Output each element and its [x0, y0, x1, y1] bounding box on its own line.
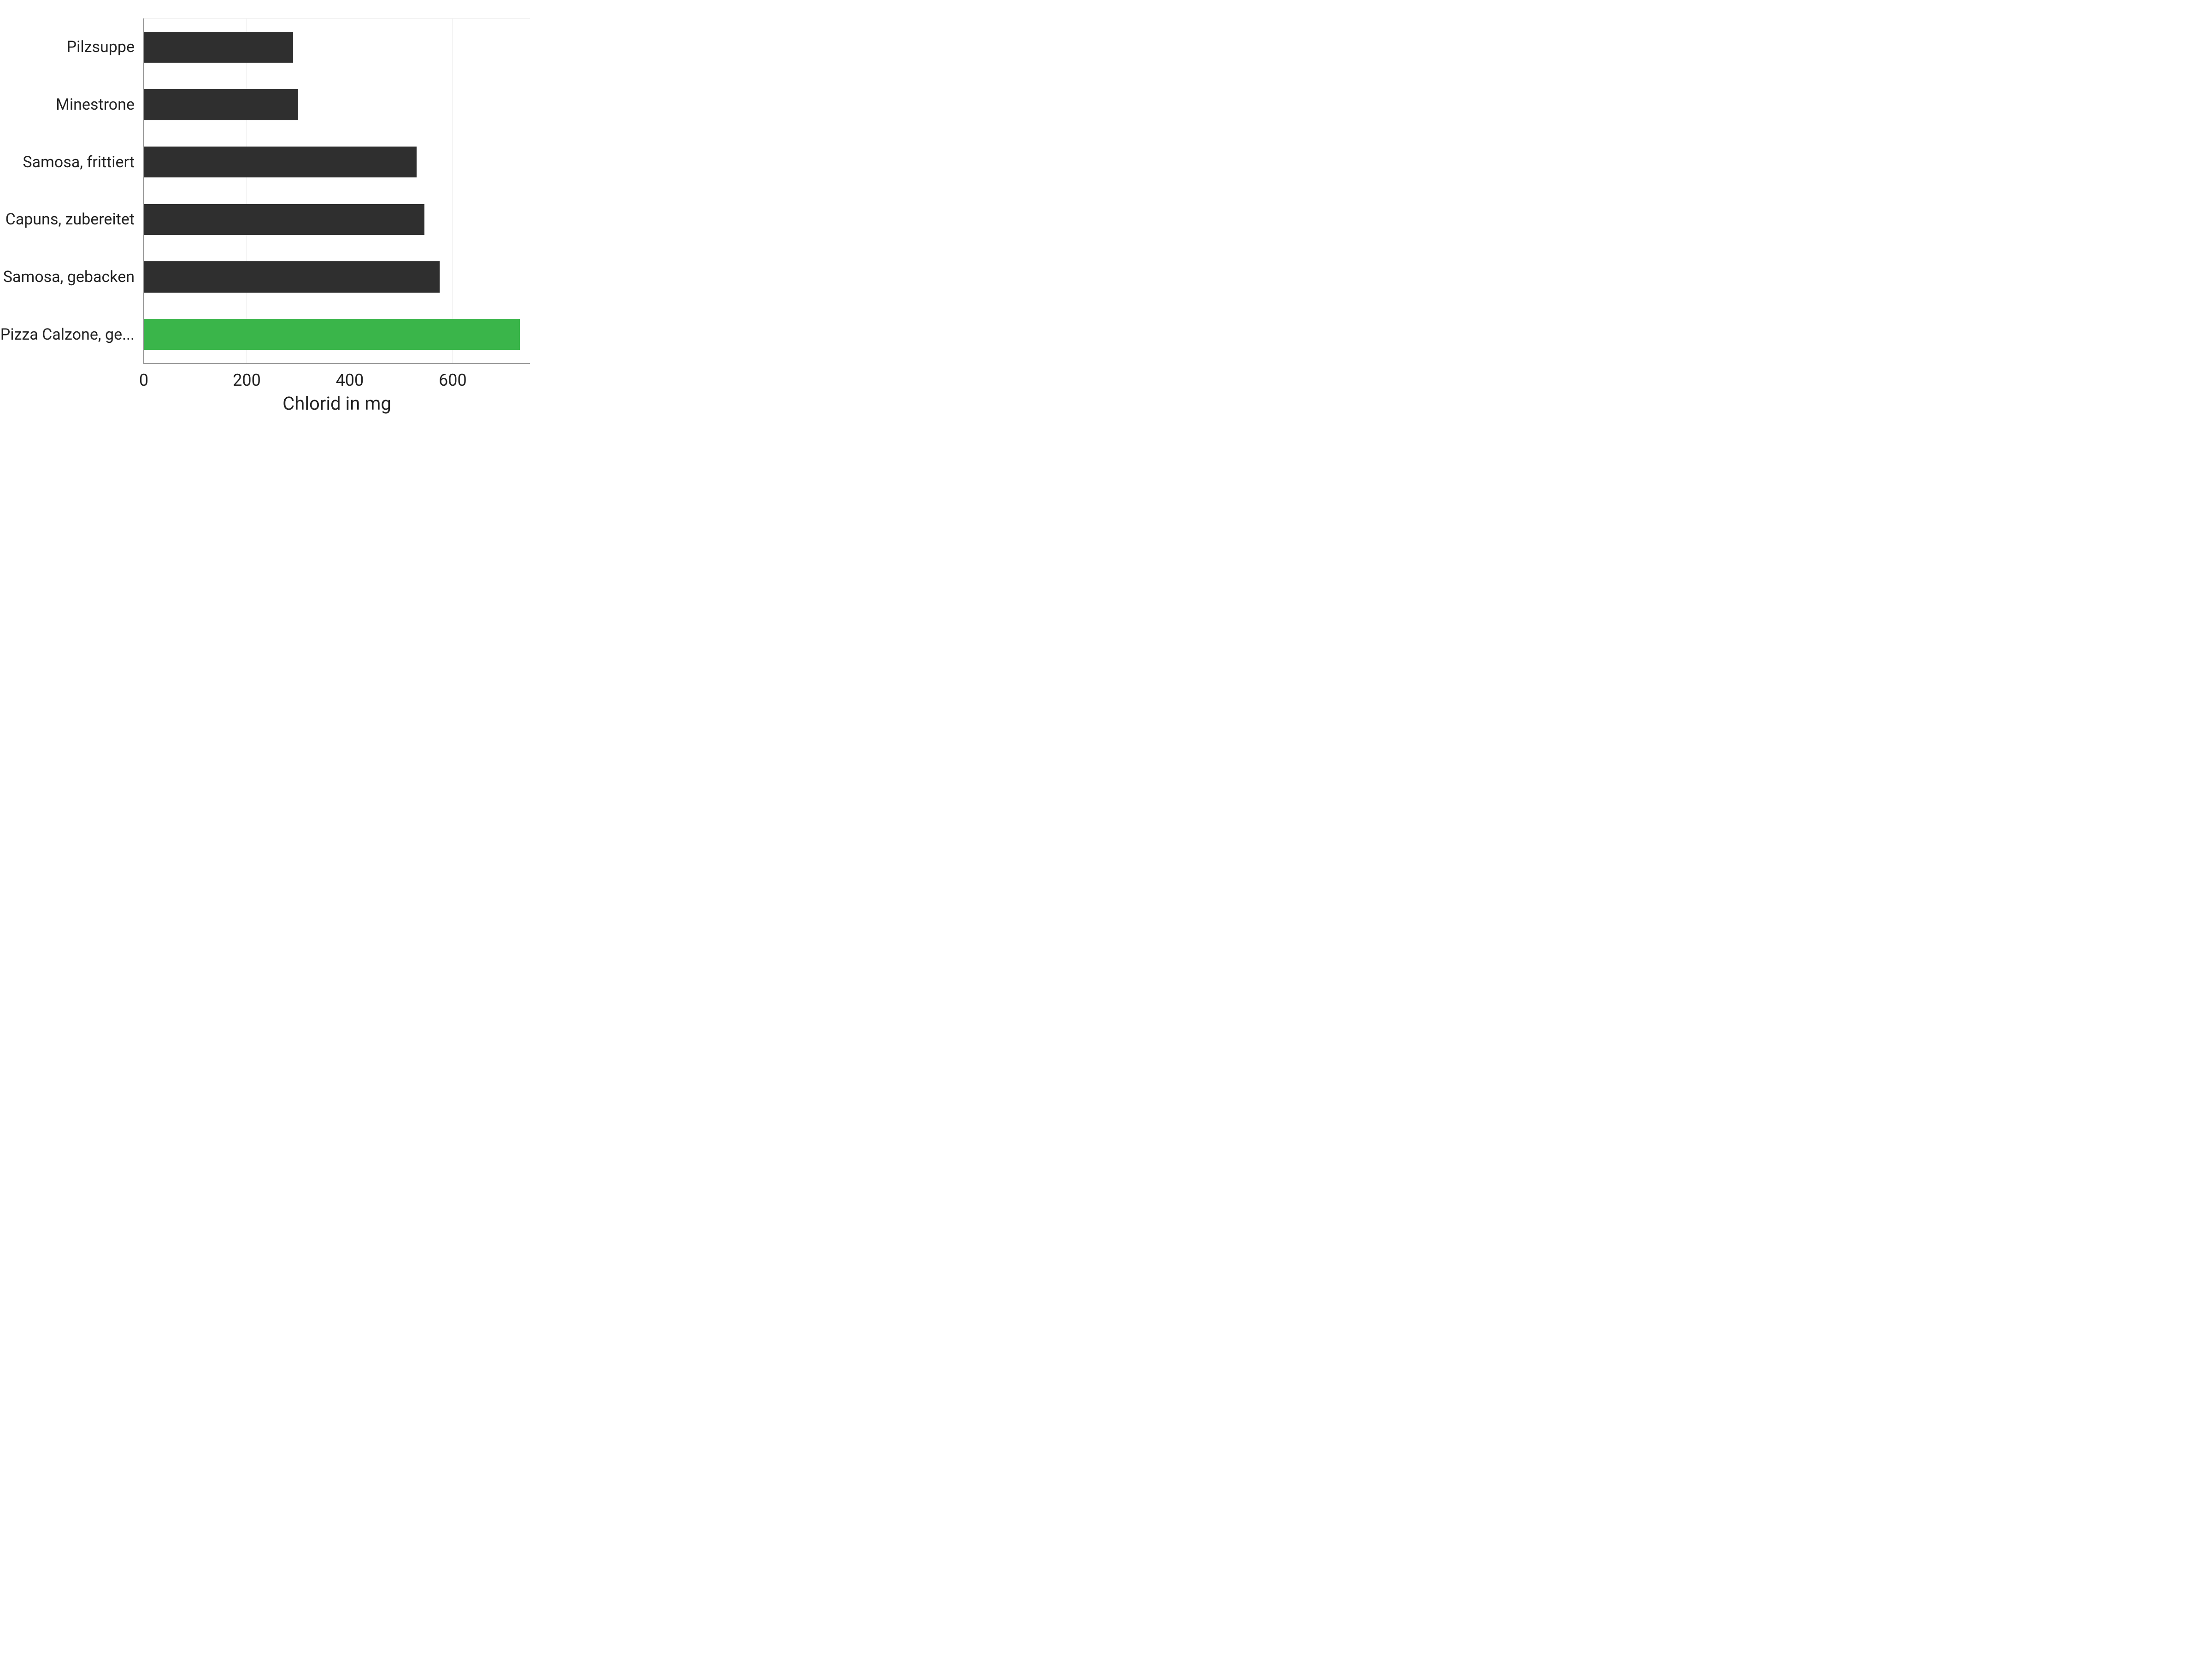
x-tick-label: 200	[233, 363, 261, 390]
gridline-top	[144, 18, 530, 19]
x-tick-label: 600	[439, 363, 467, 390]
y-category-label: Minestrone	[56, 95, 144, 114]
x-tick-label: 0	[139, 363, 148, 390]
y-category-label: Capuns, zubereitet	[6, 210, 144, 229]
bar	[144, 204, 424, 235]
y-category-label: Pilzsuppe	[67, 38, 144, 56]
bar	[144, 147, 417, 177]
bar	[144, 32, 293, 63]
y-category-label: Pizza Calzone, ge...	[0, 325, 144, 344]
bar	[144, 261, 440, 292]
x-tick-label: 400	[336, 363, 364, 390]
bar	[144, 319, 520, 350]
chlorid-bar-chart: Chlorid in mg 0200400600PilzsuppeMinestr…	[0, 0, 553, 415]
plot-area: Chlorid in mg 0200400600PilzsuppeMinestr…	[143, 18, 530, 364]
y-category-label: Samosa, frittiert	[23, 153, 144, 171]
bar	[144, 89, 298, 120]
y-category-label: Samosa, gebacken	[3, 268, 144, 286]
